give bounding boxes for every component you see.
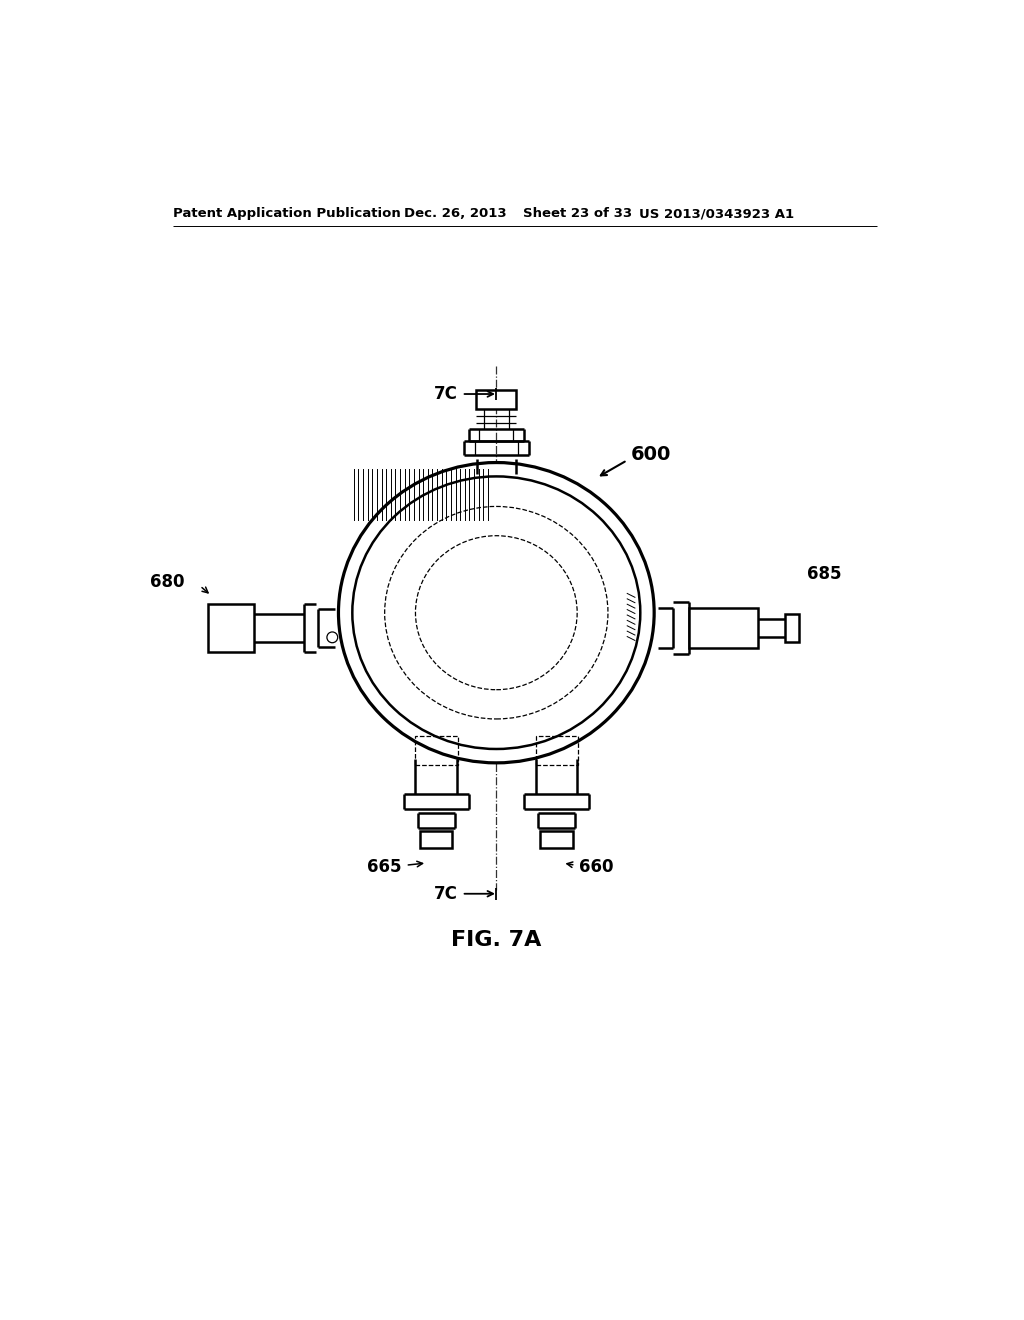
Text: 665: 665: [367, 858, 401, 875]
Bar: [689, 609, 758, 648]
Bar: [416, 737, 458, 766]
Text: 600: 600: [631, 445, 672, 465]
Circle shape: [327, 632, 338, 643]
Ellipse shape: [339, 462, 654, 763]
Text: Patent Application Publication: Patent Application Publication: [173, 207, 400, 220]
Text: US 2013/0343923 A1: US 2013/0343923 A1: [639, 207, 794, 220]
Text: 7C: 7C: [434, 884, 458, 903]
Text: Sheet 23 of 33: Sheet 23 of 33: [523, 207, 633, 220]
Text: 685: 685: [807, 565, 841, 583]
Text: Dec. 26, 2013: Dec. 26, 2013: [403, 207, 507, 220]
Text: 680: 680: [150, 573, 184, 591]
Text: FIG. 7A: FIG. 7A: [452, 931, 542, 950]
Bar: [420, 830, 453, 847]
Text: 660: 660: [580, 858, 614, 875]
Bar: [541, 830, 572, 847]
Text: 7C: 7C: [434, 385, 458, 403]
Bar: [208, 605, 254, 652]
Bar: [785, 614, 799, 642]
Bar: [536, 737, 578, 766]
Ellipse shape: [352, 477, 640, 748]
Bar: [476, 391, 516, 409]
